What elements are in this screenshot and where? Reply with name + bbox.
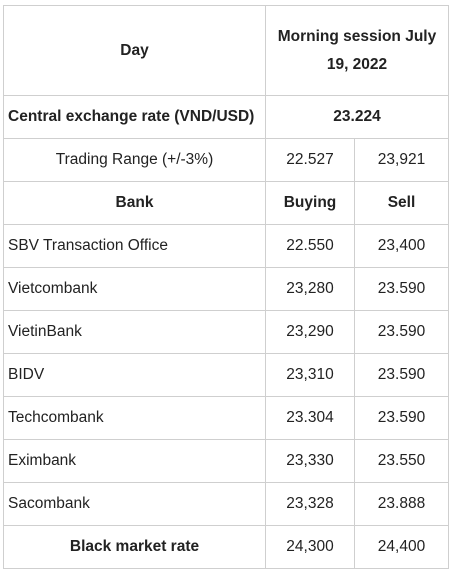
buying-column-header: Buying [265, 181, 355, 225]
bank-name: SBV Transaction Office [3, 224, 266, 268]
bank-sell-rate: 23.590 [354, 396, 449, 440]
bank-buying-rate: 23,310 [265, 353, 355, 397]
table-row: Vietcombank 23,280 23.590 [3, 267, 449, 311]
bank-name: Eximbank [3, 439, 266, 483]
bank-buying-rate: 23.304 [265, 396, 355, 440]
table-row: VietinBank 23,290 23.590 [3, 310, 449, 354]
table-row: Eximbank 23,330 23.550 [3, 439, 449, 483]
session-header: Morning session July 19, 2022 [265, 5, 449, 96]
central-rate-value: 23.224 [265, 95, 449, 139]
day-header: Day [3, 5, 266, 96]
bank-name: Techcombank [3, 396, 266, 440]
trading-range-low: 22.527 [265, 138, 355, 182]
bank-name: Vietcombank [3, 267, 266, 311]
sell-column-header: Sell [354, 181, 449, 225]
bank-name: BIDV [3, 353, 266, 397]
bank-column-header: Bank [3, 181, 266, 225]
table-row: SBV Transaction Office 22.550 23,400 [3, 224, 449, 268]
exchange-rate-table: Day Morning session July 19, 2022 Centra… [3, 5, 449, 569]
bank-sell-rate: 23,400 [354, 224, 449, 268]
bank-sell-rate: 23.590 [354, 353, 449, 397]
bank-buying-rate: 22.550 [265, 224, 355, 268]
table-row: Sacombank 23,328 23.888 [3, 482, 449, 526]
central-rate-row: Central exchange rate (VND/USD) 23.224 [3, 95, 449, 139]
bank-sell-rate: 23.550 [354, 439, 449, 483]
bank-sell-rate: 23.888 [354, 482, 449, 526]
bank-sell-rate: 23.590 [354, 310, 449, 354]
table-row: Techcombank 23.304 23.590 [3, 396, 449, 440]
bank-buying-rate: 23,330 [265, 439, 355, 483]
trading-range-high: 23,921 [354, 138, 449, 182]
bank-sell-rate: 23.590 [354, 267, 449, 311]
central-rate-label: Central exchange rate (VND/USD) [3, 95, 266, 139]
bank-name: Sacombank [3, 482, 266, 526]
bank-buying-rate: 23,328 [265, 482, 355, 526]
bank-buying-rate: 23,280 [265, 267, 355, 311]
table-row: BIDV 23,310 23.590 [3, 353, 449, 397]
black-market-sell: 24,400 [354, 525, 449, 569]
bank-buying-rate: 23,290 [265, 310, 355, 354]
bank-name: VietinBank [3, 310, 266, 354]
column-header-row: Bank Buying Sell [3, 181, 449, 225]
trading-range-row: Trading Range (+/-3%) 22.527 23,921 [3, 138, 449, 182]
trading-range-label: Trading Range (+/-3%) [3, 138, 266, 182]
black-market-buying: 24,300 [265, 525, 355, 569]
black-market-label: Black market rate [3, 525, 266, 569]
header-row: Day Morning session July 19, 2022 [3, 5, 449, 96]
black-market-row: Black market rate 24,300 24,400 [3, 525, 449, 569]
